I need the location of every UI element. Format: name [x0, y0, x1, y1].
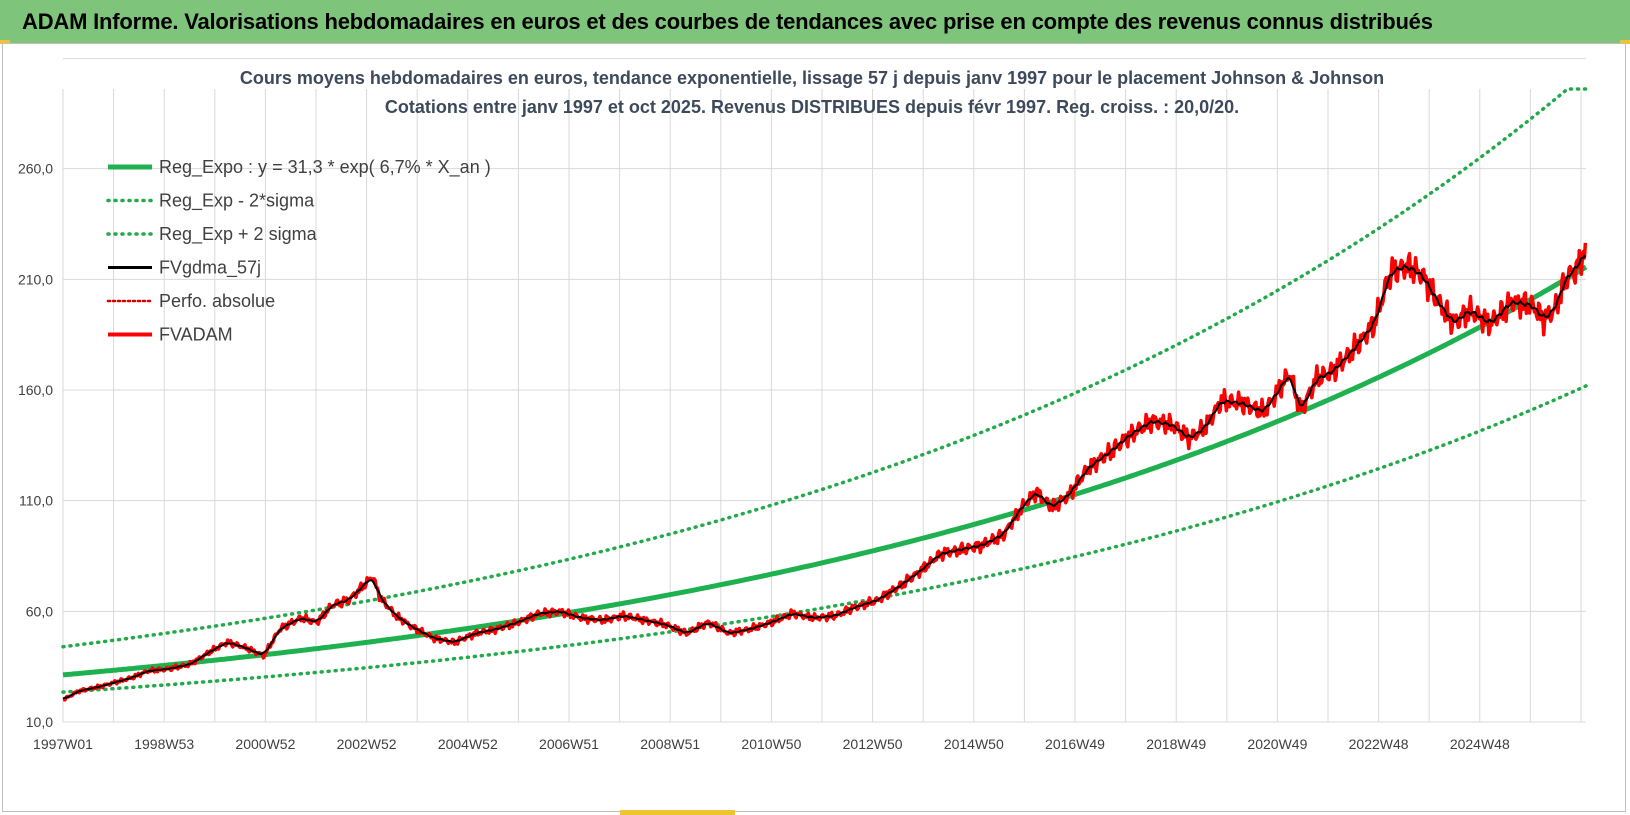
y-tick-label: 10,0: [26, 714, 53, 730]
series-layer: [61, 87, 1588, 702]
legend-label: Reg_Exp - 2*sigma: [159, 191, 315, 212]
x-tick-label: 1997W01: [33, 736, 93, 752]
x-tick-label: 2018W49: [1146, 736, 1206, 752]
y-axis-ticks: 10,0 60,0 110,0 160,0 210,0 260,0: [18, 161, 53, 730]
y-tick-label: 160,0: [18, 382, 53, 398]
series-reg-exp-minus-2-sigma: [61, 384, 1588, 694]
x-tick-label: 2002W52: [337, 736, 397, 752]
x-tick-label: 2012W50: [843, 736, 903, 752]
chart-title: Cours moyens hebdomadaires en euros, ten…: [240, 68, 1384, 88]
x-tick-label: 2004W52: [438, 736, 498, 752]
y-tick-label: 60,0: [26, 603, 53, 619]
x-tick-label: 1998W53: [134, 736, 194, 752]
y-tick-label: 210,0: [18, 271, 53, 287]
x-tick-label: 2024W48: [1450, 736, 1510, 752]
legend-label: Perfo. absolue: [159, 291, 275, 311]
x-axis-ticks: 1997W01 1998W53 2000W52 2002W52 2004W52 2006W…: [33, 736, 1510, 752]
corner-mark-left: [0, 40, 10, 44]
gridlines: [62, 58, 1586, 723]
legend-label: FVADAM: [159, 325, 233, 345]
chart: Cours moyens hebdomadaires en euros, ten…: [18, 58, 1588, 752]
series-reg-exp-plus-2-sigma: [61, 87, 1588, 649]
x-tick-label: 2010W50: [741, 736, 801, 752]
header-bar: ADAM Informe. Valorisations hebdomadaire…: [0, 0, 1630, 43]
x-tick-label: 2014W50: [944, 736, 1004, 752]
chart-frame: Cours moyens hebdomadaires en euros, ten…: [2, 43, 1626, 812]
legend-label: Reg_Exp + 2 sigma: [159, 224, 318, 245]
series-fvadam: [62, 242, 1588, 702]
legend-label: FVgdma_57j: [159, 258, 261, 279]
page-title: ADAM Informe. Valorisations hebdomadaire…: [22, 9, 1433, 34]
legend: Reg_Expo : y = 31,3 * exp( 6,7% * X_an )…: [106, 157, 491, 345]
bottom-accent-bar: [620, 810, 735, 815]
legend-label: Reg_Expo : y = 31,3 * exp( 6,7% * X_an ): [159, 157, 491, 178]
series-reg-expo: [62, 264, 1588, 678]
x-tick-label: 2008W51: [640, 736, 700, 752]
corner-mark-right: [1620, 40, 1630, 44]
y-tick-label: 110,0: [19, 493, 53, 509]
series-fvgdma-57j: [62, 254, 1587, 700]
x-tick-label: 2006W51: [539, 736, 599, 752]
y-tick-label: 260,0: [18, 161, 53, 177]
x-tick-label: 2022W48: [1349, 736, 1409, 752]
chart-subtitle: Cotations entre janv 1997 et oct 2025. R…: [385, 97, 1239, 117]
x-tick-label: 2020W49: [1247, 736, 1307, 752]
x-tick-label: 2000W52: [235, 736, 295, 752]
x-tick-label: 2016W49: [1045, 736, 1105, 752]
